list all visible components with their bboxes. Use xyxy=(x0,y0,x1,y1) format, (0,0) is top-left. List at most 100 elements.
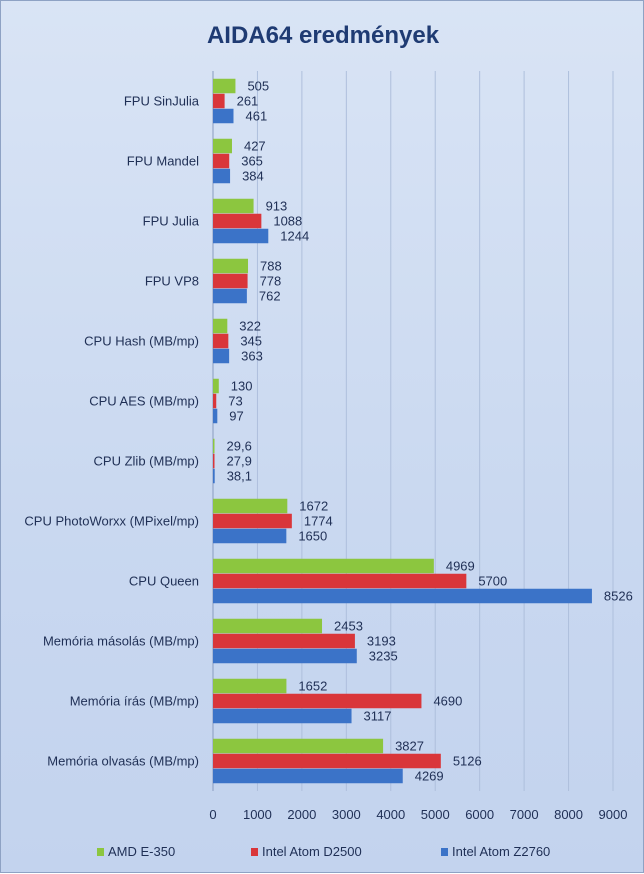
x-tick-label: 9000 xyxy=(599,807,628,822)
x-tick-label: 8000 xyxy=(554,807,583,822)
data-label: 384 xyxy=(242,169,264,184)
data-label: 38,1 xyxy=(227,469,252,484)
legend-label: AMD E-350 xyxy=(108,844,175,859)
data-label: 322 xyxy=(239,319,261,334)
bar xyxy=(213,528,287,544)
data-label: 365 xyxy=(241,154,263,169)
bar xyxy=(213,153,230,169)
data-label: 4690 xyxy=(433,694,462,709)
data-label: 261 xyxy=(237,94,259,109)
category-label: CPU PhotoWorxx (MPixel/mp) xyxy=(24,514,199,529)
bar xyxy=(213,198,254,214)
bar xyxy=(213,213,262,229)
legend-swatch xyxy=(441,848,448,856)
data-label: 27,9 xyxy=(227,454,252,469)
bar xyxy=(213,498,288,514)
x-tick-label: 5000 xyxy=(421,807,450,822)
data-label: 788 xyxy=(260,259,282,274)
x-tick-label: 1000 xyxy=(243,807,272,822)
data-label: 1088 xyxy=(273,214,302,229)
legend-swatch xyxy=(251,848,258,856)
data-label: 778 xyxy=(260,274,282,289)
legend-label: Intel Atom Z2760 xyxy=(452,844,550,859)
data-label: 3117 xyxy=(364,709,392,724)
tick-labels: 0 1000 2000 3000 4000 5000 6000 7000 8000 9000 xyxy=(209,807,627,822)
bar xyxy=(213,408,218,424)
x-tick-label: 7000 xyxy=(510,807,539,822)
category-label: CPU Zlib (MB/mp) xyxy=(94,454,199,469)
data-label: 1650 xyxy=(298,529,327,544)
data-label: 73 xyxy=(228,394,242,409)
bar xyxy=(213,93,225,109)
category-label: CPU Hash (MB/mp) xyxy=(84,334,199,349)
bar xyxy=(213,348,230,364)
legend-label: Intel Atom D2500 xyxy=(262,844,362,859)
bar xyxy=(213,618,323,634)
bar xyxy=(213,468,215,484)
category-label: Memória olvasás (MB/mp) xyxy=(47,754,199,769)
data-label: 4969 xyxy=(446,559,475,574)
data-label: 762 xyxy=(259,289,281,304)
bar xyxy=(213,693,422,709)
category-label: CPU Queen xyxy=(129,574,199,589)
bar xyxy=(213,588,592,604)
data-label: 345 xyxy=(240,334,262,349)
x-tick-label: 0 xyxy=(209,807,216,822)
x-tick-label: 2000 xyxy=(287,807,316,822)
bar xyxy=(213,273,248,289)
bar xyxy=(213,288,247,304)
bar xyxy=(213,768,403,784)
bar xyxy=(213,168,231,184)
x-tick-label: 4000 xyxy=(376,807,405,822)
bar xyxy=(213,228,269,244)
bar xyxy=(213,318,228,334)
bar xyxy=(213,438,215,454)
data-label: 1244 xyxy=(280,229,309,244)
category-labels: FPU SinJulia FPU Mandel FPU Julia FPU VP8 CP… xyxy=(24,94,199,769)
data-label: 427 xyxy=(244,139,266,154)
data-label: 97 xyxy=(229,409,243,424)
data-label: 2453 xyxy=(334,619,363,634)
data-label: 3827 xyxy=(395,739,424,754)
data-label: 1652 xyxy=(298,679,327,694)
chart-title: AIDA64 eredmények xyxy=(207,22,440,49)
legend-swatch xyxy=(97,848,104,856)
bar xyxy=(213,633,355,649)
bar xyxy=(213,453,215,469)
data-label: 8526 xyxy=(604,589,633,604)
bar xyxy=(213,138,232,154)
category-label: FPU Julia xyxy=(143,214,200,229)
bar xyxy=(213,753,441,769)
bar xyxy=(213,108,234,124)
bar xyxy=(213,513,292,529)
category-label: FPU Mandel xyxy=(127,154,199,169)
data-label: 1672 xyxy=(299,499,328,514)
data-label: 130 xyxy=(231,379,253,394)
data-label: 3235 xyxy=(369,649,398,664)
data-label: 4269 xyxy=(415,769,444,784)
bar xyxy=(213,708,352,724)
bar xyxy=(213,78,236,94)
bar xyxy=(213,738,384,754)
data-label: 3193 xyxy=(367,634,396,649)
data-label: 29,6 xyxy=(227,439,252,454)
category-label: CPU AES (MB/mp) xyxy=(89,394,199,409)
gridlines xyxy=(212,71,614,791)
data-label: 1774 xyxy=(304,514,333,529)
data-label: 363 xyxy=(241,349,263,364)
category-label: Memória másolás (MB/mp) xyxy=(43,634,199,649)
x-tick-label: 6000 xyxy=(465,807,494,822)
bar xyxy=(213,558,434,574)
data-label: 913 xyxy=(266,199,288,214)
bar xyxy=(213,573,467,589)
bar xyxy=(213,678,287,694)
category-label: FPU VP8 xyxy=(145,274,199,289)
bar xyxy=(213,333,229,349)
data-label: 505 xyxy=(247,79,269,94)
bar xyxy=(213,648,357,664)
bar xyxy=(213,378,219,394)
category-label: FPU SinJulia xyxy=(124,94,200,109)
